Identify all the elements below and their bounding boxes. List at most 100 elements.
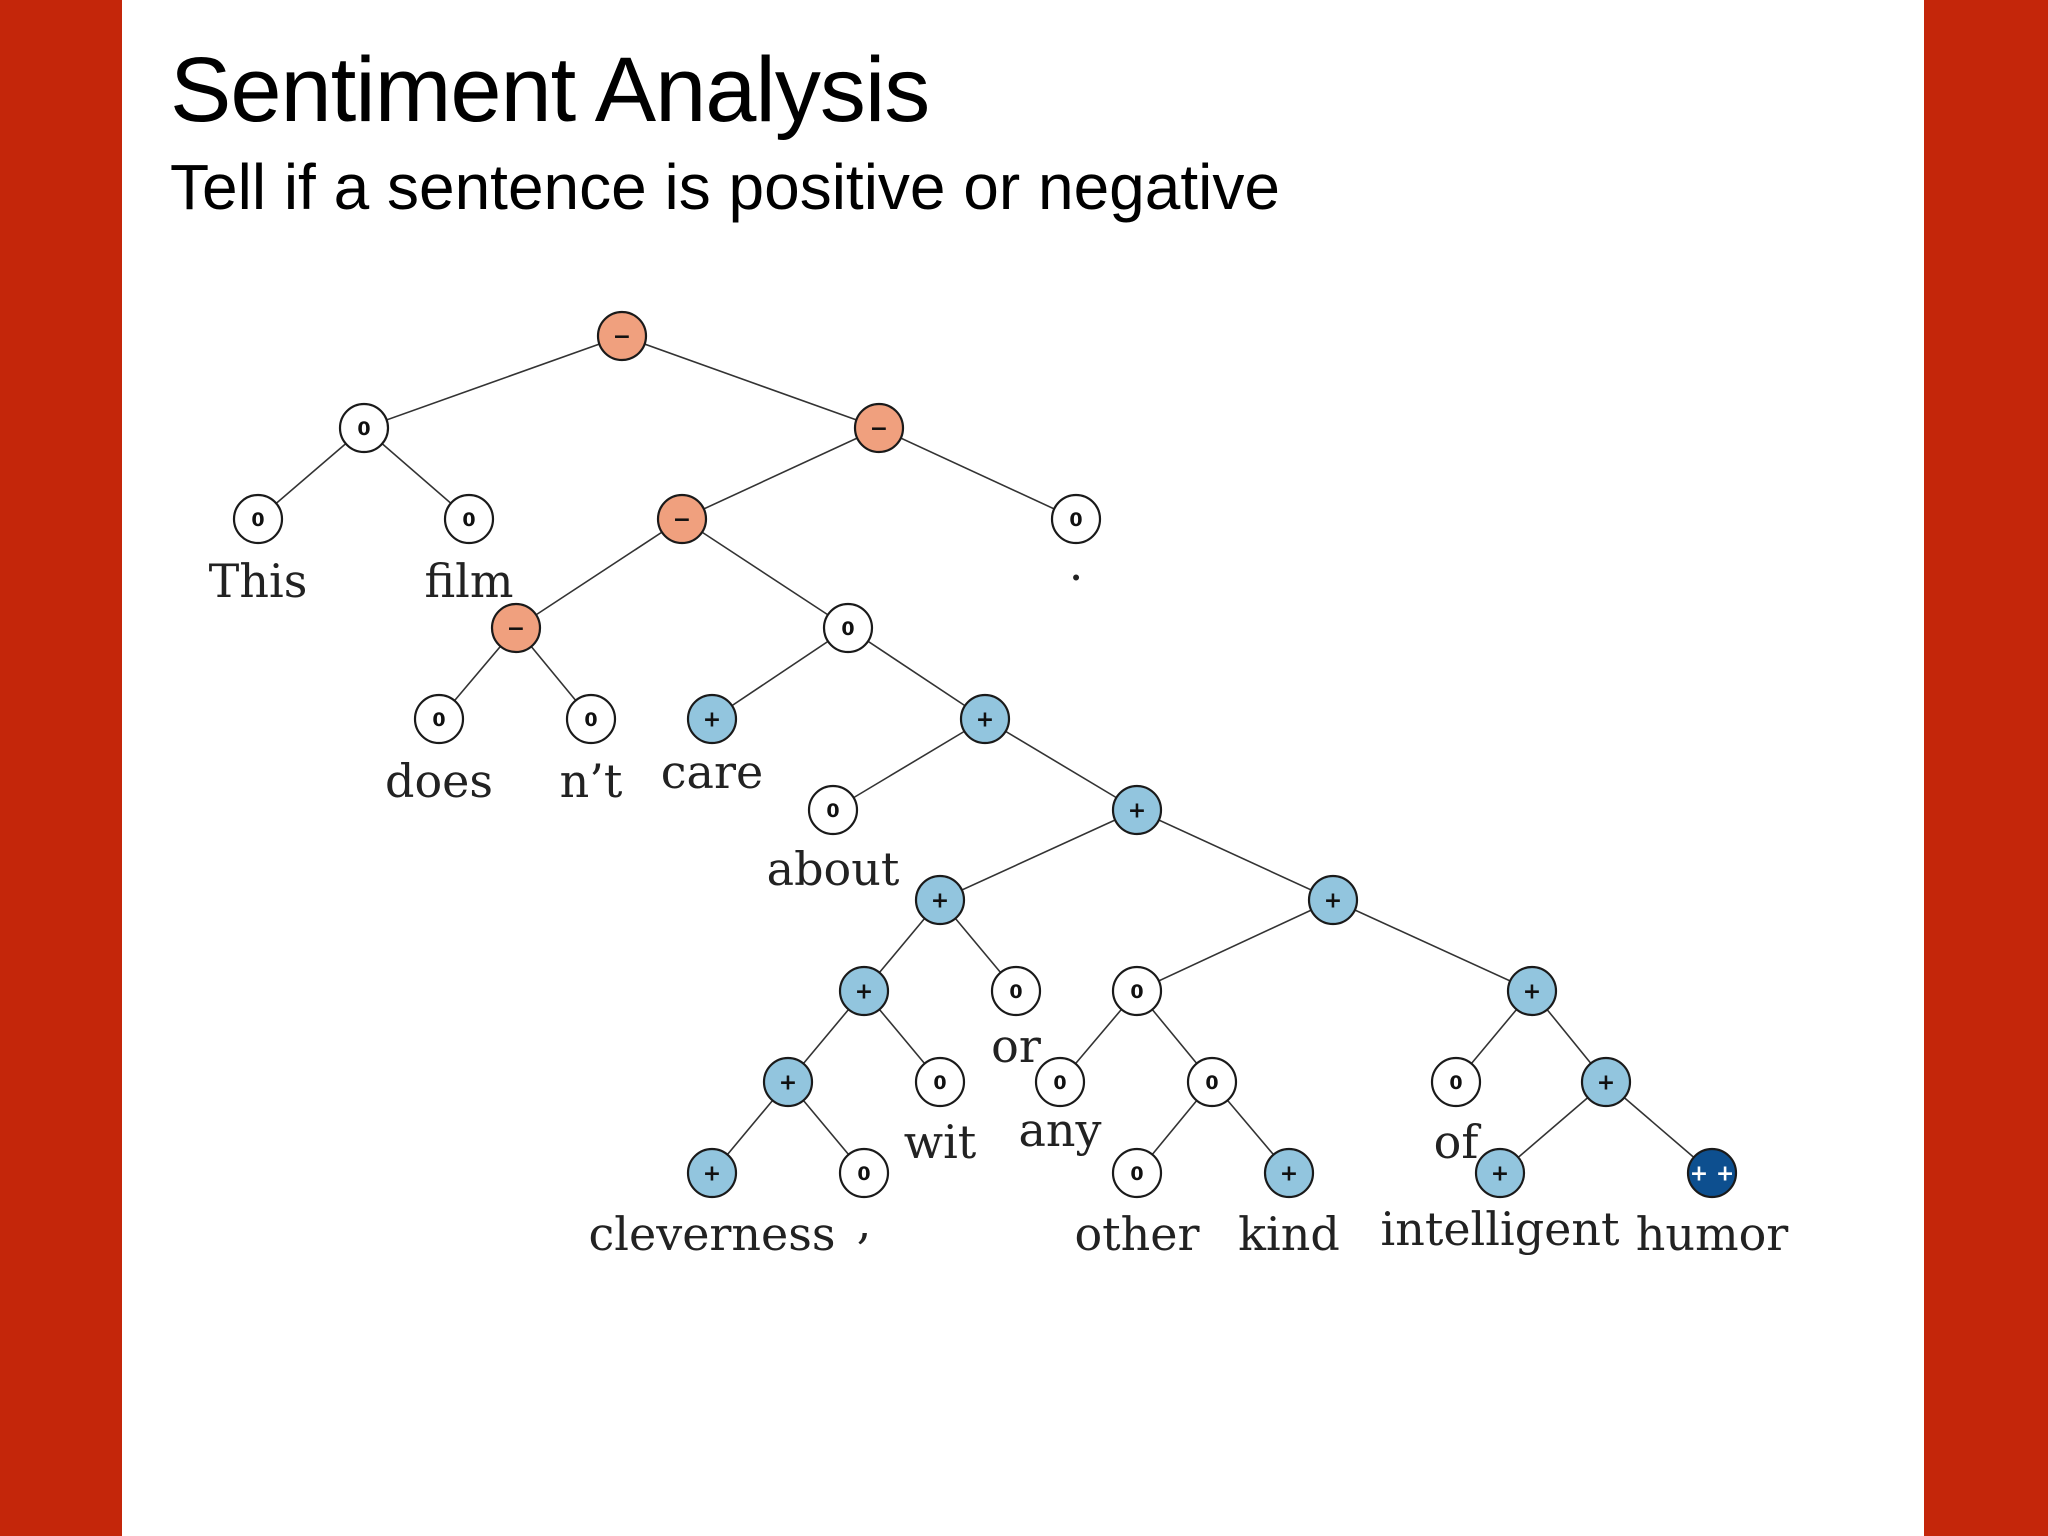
tree-word-kind: kind — [1238, 1207, 1340, 1261]
tree-edge-rest-any_other_kind — [1136, 899, 1334, 992]
tree-node-vp: − — [656, 493, 708, 545]
tree-word-wit: wit — [904, 1115, 977, 1169]
tree-node-doesnt: − — [490, 602, 542, 654]
tree-word-nt: n’t — [560, 754, 623, 808]
sentiment-node-circle — [686, 693, 738, 745]
tree-node-care_about: 0 — [822, 602, 874, 654]
tree-node-nt: 0 — [565, 693, 617, 745]
sentiment-node-circle — [656, 493, 708, 545]
sentiment-node-label: + — [1128, 799, 1146, 824]
sentiment-node-circle — [338, 402, 390, 454]
sentiment-node-label: 0 — [584, 709, 597, 731]
tree-word-film: film — [424, 554, 513, 608]
sentiment-node-label: 0 — [826, 800, 839, 822]
tree-node-or: 0 — [990, 965, 1042, 1017]
tree-node-cl_comma: + — [762, 1056, 814, 1108]
sentiment-node-label: 0 — [357, 418, 370, 440]
sentiment-node-label: + — [779, 1071, 797, 1096]
sentiment-node-label: 0 — [1130, 1163, 1143, 1185]
tree-edge-rest-of_phrase — [1332, 899, 1533, 992]
tree-edge-pp-np_big — [984, 718, 1138, 811]
tree-node-root: − — [596, 310, 648, 362]
tree-edge-root-vp_period — [621, 335, 880, 429]
sentiment-node-circle — [853, 402, 905, 454]
tree-node-other_kind: 0 — [1186, 1056, 1238, 1108]
tree-node-about: 0 — [807, 784, 859, 836]
sentiment-node-label: 0 — [1053, 1072, 1066, 1094]
tree-word-this: This — [209, 554, 308, 608]
tree-word-about: about — [767, 842, 900, 896]
sentiment-node-label: 0 — [1069, 509, 1082, 531]
tree-node-of_phrase: + — [1506, 965, 1558, 1017]
tree-word-period: . — [1069, 537, 1084, 591]
sentiment-node-label: 0 — [933, 1072, 946, 1094]
tree-node-cl_wit_or: + — [914, 874, 966, 926]
tree-node-this: 0 — [232, 493, 284, 545]
tree-node-care: + — [686, 693, 738, 745]
sentiment-node-circle — [1307, 874, 1359, 926]
tree-edge-care_about-pp — [847, 627, 986, 720]
tree-word-cleverness: cleverness — [589, 1207, 836, 1261]
tree-node-does: 0 — [413, 693, 465, 745]
sentiment-node-label: + — [855, 980, 873, 1005]
tree-node-wit: 0 — [914, 1056, 966, 1108]
tree-node-int_humor: + — [1580, 1056, 1632, 1108]
sentiment-node-circle — [1686, 1147, 1738, 1199]
sentiment-node-circle — [822, 602, 874, 654]
sentiment-node-label: 0 — [1009, 981, 1022, 1003]
sentiment-node-circle — [443, 493, 495, 545]
sentiment-node-circle — [1111, 965, 1163, 1017]
sentiment-node-label: + — [1597, 1071, 1615, 1096]
tree-word-any: any — [1018, 1103, 1101, 1157]
sentiment-node-label: + — [1324, 889, 1342, 914]
sentiment-node-label: 0 — [251, 509, 264, 531]
sentiment-node-circle — [413, 693, 465, 745]
sentiment-node-circle — [807, 784, 859, 836]
sentiment-node-label: + — [1280, 1162, 1298, 1187]
tree-node-humor: + + — [1686, 1147, 1738, 1199]
sentiment-node-label: + — [1523, 980, 1541, 1005]
sentiment-node-label: − — [870, 417, 888, 442]
sentiment-node-circle — [1506, 965, 1558, 1017]
tree-node-np_this_film: 0 — [338, 402, 390, 454]
tree-node-pp: + — [959, 693, 1011, 745]
tree-word-or: or — [991, 1019, 1041, 1073]
sentiment-node-circle — [990, 965, 1042, 1017]
tree-word-comma: , — [857, 1195, 872, 1249]
sentiment-node-circle — [1580, 1056, 1632, 1108]
sentiment-node-circle — [1050, 493, 1102, 545]
tree-node-kind: + — [1263, 1147, 1315, 1199]
tree-node-any_other_kind: 0 — [1111, 965, 1163, 1017]
tree-node-period: 0 — [1050, 493, 1102, 545]
sentiment-node-label: 0 — [462, 509, 475, 531]
sentiment-node-circle — [838, 965, 890, 1017]
sentiment-node-circle — [596, 310, 648, 362]
sentiment-node-label: 0 — [841, 618, 854, 640]
tree-node-cl_wit: + — [838, 965, 890, 1017]
sentiment-node-label: + — [931, 889, 949, 914]
sentiment-node-circle — [1034, 1056, 1086, 1108]
tree-edge-np_big-cl_wit_or — [939, 809, 1138, 901]
sentiment-node-circle — [1474, 1147, 1526, 1199]
tree-word-of: of — [1434, 1115, 1482, 1169]
sentiment-node-circle — [914, 874, 966, 926]
sentiment-node-circle — [762, 1056, 814, 1108]
tree-node-other: 0 — [1111, 1147, 1163, 1199]
tree-edge-vp-care_about — [681, 518, 849, 629]
sentiment-node-circle — [490, 602, 542, 654]
slide-subtitle: Tell if a sentence is positive or negati… — [170, 151, 1280, 223]
sentiment-node-circle — [1111, 1147, 1163, 1199]
tree-word-other: other — [1074, 1207, 1199, 1261]
tree-edge-care_about-care — [711, 627, 849, 720]
tree-edge-vp-doesnt — [515, 518, 683, 629]
sentiment-node-circle — [914, 1056, 966, 1108]
sentiment-node-label: 0 — [1130, 981, 1143, 1003]
tree-node-film: 0 — [443, 493, 495, 545]
slide-title: Sentiment Analysis — [170, 39, 930, 141]
tree-word-intelligent: intelligent — [1381, 1202, 1620, 1256]
sentiment-node-label: + — [1491, 1162, 1509, 1187]
tree-word-does: does — [385, 754, 493, 808]
slide: Sentiment Analysis Tell if a sentence is… — [122, 0, 1924, 1536]
